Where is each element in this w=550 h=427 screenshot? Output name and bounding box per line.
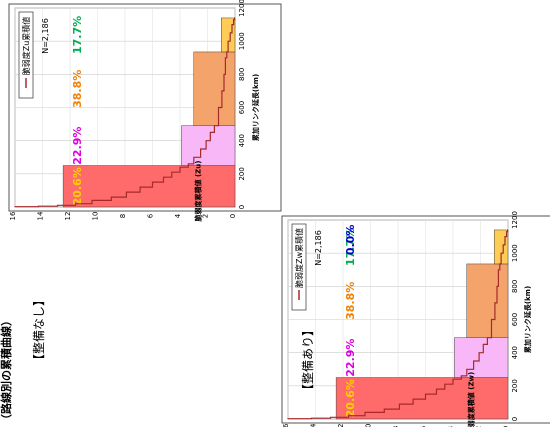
chart-panel-0: 20.6%22.9%38.8%17.7%02004006008001000120…	[9, 0, 281, 366]
x-tick-label: 1200	[511, 211, 519, 229]
x-tick-label: 200	[511, 379, 519, 392]
x-tick-label: 800	[238, 68, 246, 81]
x-tick-label: 400	[238, 134, 246, 147]
y-tick-label: 10	[92, 212, 100, 221]
band-0	[336, 378, 508, 419]
band-percent-label: 38.8%	[71, 70, 84, 108]
band-2	[194, 52, 235, 126]
band-percent-label: 20.6%	[71, 167, 84, 205]
legend-label: 脆弱度Zw累積値	[294, 228, 304, 288]
section-label: 【整備あり】	[300, 324, 315, 396]
band-2	[467, 264, 508, 338]
legend-label: 脆弱度Zu累積値	[21, 17, 31, 76]
chart-panel-1: 20.6%22.9%38.8%17.7%0.0%0200400600800100…	[282, 211, 550, 427]
y-tick-label: 16	[9, 211, 17, 220]
legend: 脆弱度Zu累積値	[19, 12, 33, 98]
y-tick-label: 12	[337, 424, 345, 427]
x-tick-label: 200	[238, 167, 246, 180]
sample-count-label: N=2,186	[314, 230, 323, 266]
x-tick-label: 0	[511, 417, 519, 421]
section-label: 【整備なし】	[31, 294, 46, 366]
x-tick-label: 1000	[511, 244, 519, 262]
y-tick-label: 14	[310, 423, 318, 427]
x-tick-label: 600	[511, 313, 519, 326]
y-tick-label: 16	[282, 423, 290, 427]
y-axis-title: 脆弱度累積値 (Zw)	[467, 372, 476, 427]
band-1	[454, 338, 508, 378]
legend: 脆弱度Zw累積値	[292, 224, 306, 310]
y-tick-label: 12	[64, 212, 72, 221]
charts-container: 20.6%22.9%38.8%17.7%02004006008001000120…	[9, 0, 550, 427]
x-tick-label: 1200	[238, 0, 246, 17]
y-tick-label: 10	[365, 424, 373, 427]
band-percent-label: 22.9%	[71, 127, 84, 165]
header-text: （路線別の累積曲線）	[0, 315, 13, 425]
band-percent-label: 20.6%	[344, 379, 357, 417]
y-tick-label: 2	[202, 214, 210, 218]
x-tick-label: 400	[511, 346, 519, 359]
y-tick-label: 14	[37, 211, 45, 220]
x-axis-title: 累加リンク延長(km)	[523, 286, 532, 353]
y-tick-label: 6	[147, 213, 155, 218]
extra-percent-label: 0.0%	[344, 225, 357, 256]
band-0	[63, 166, 235, 207]
y-tick-label: 8	[119, 214, 127, 218]
y-axis-title: 脆弱度累積値 (Zu)	[194, 161, 203, 223]
band-percent-label: 17.7%	[71, 16, 84, 54]
sample-count-label: N=2,186	[41, 18, 50, 54]
x-tick-label: 0	[238, 205, 246, 209]
x-tick-label: 600	[238, 101, 246, 114]
y-tick-label: 4	[174, 213, 182, 218]
band-percent-label: 22.9%	[344, 339, 357, 377]
x-axis-title: 累加リンク延長(km)	[251, 74, 260, 141]
band-1	[181, 126, 235, 166]
band-percent-label: 38.8%	[344, 282, 357, 320]
x-tick-label: 1000	[238, 32, 246, 50]
y-tick-label: 0	[229, 214, 237, 218]
x-tick-label: 800	[511, 280, 519, 293]
